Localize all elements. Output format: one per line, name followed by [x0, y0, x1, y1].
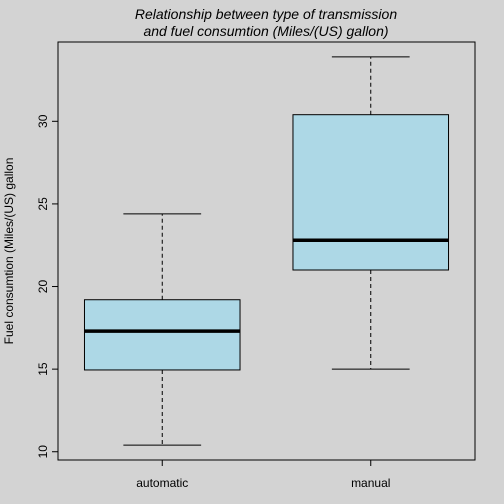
chart-title-line-2: and fuel consumtion (Miles/(US) gallon) [143, 23, 388, 39]
chart-title-line-1: Relationship between type of transmissio… [135, 6, 397, 22]
x-axis: automatic manual [136, 459, 390, 490]
y-axis: 10 15 20 25 30 [36, 114, 59, 459]
box-iqr [83, 299, 241, 371]
y-tick-label: 30 [36, 114, 50, 128]
y-tick-label: 10 [36, 445, 50, 459]
y-tick-label: 20 [36, 280, 50, 294]
x-tick-label-automatic: automatic [136, 476, 188, 490]
y-tick-label: 15 [36, 362, 50, 376]
box-manual [292, 56, 450, 370]
x-tick-label-manual: manual [351, 476, 390, 490]
boxes-group [83, 56, 450, 446]
box-automatic [83, 213, 241, 446]
y-axis-label: Fuel consumtion (Miles/(US) gallon [2, 158, 16, 345]
y-tick-label: 25 [36, 197, 50, 211]
box-iqr [292, 114, 450, 271]
